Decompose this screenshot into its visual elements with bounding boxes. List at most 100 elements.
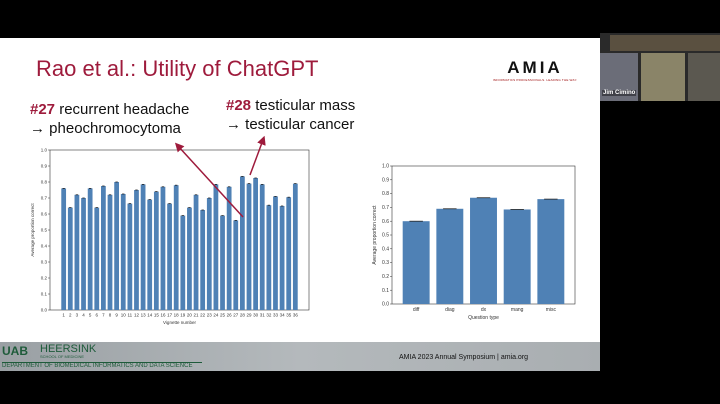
x-tick-label: 3 (76, 313, 79, 318)
question-type-bar-chart: 0.0 0.1 0.2 0.3 0.4 0.5 0.6 0.7 0.8 0.9 1.0 diff dia… (372, 164, 576, 321)
bar (187, 207, 192, 310)
bar (134, 190, 139, 310)
x-tick-label: 26 (227, 313, 233, 318)
y-tick-label: 0.6 (41, 212, 48, 217)
y-axis-label: Average proportion correct (30, 203, 35, 257)
x-tick-label: 28 (240, 313, 246, 318)
y-tick-label: 0.1 (41, 292, 48, 297)
conference-label: AMIA 2023 Annual Symposium | amia.org (399, 354, 529, 361)
x-tick-label: 14 (147, 313, 153, 318)
bar (67, 207, 73, 310)
x-tick-label: 33 (273, 313, 279, 318)
bar (537, 199, 565, 304)
x-tick-label: 13 (141, 313, 147, 318)
bar (74, 194, 80, 310)
annotation-number: #28 (226, 97, 252, 114)
y-tick-label: 0.1 (382, 288, 389, 294)
y-tick-label: 0.8 (41, 180, 48, 185)
x-tick-label: 11 (128, 313, 133, 318)
video-tile-speaker[interactable] (600, 53, 638, 101)
bar (61, 188, 67, 310)
y-tick-label: 0.7 (382, 205, 389, 211)
bar (173, 185, 179, 310)
amia-logo-tagline: INFORMATICS PROFESSIONALS. LEADING THE W… (492, 78, 578, 82)
x-tick-label: 30 (253, 313, 259, 318)
bar (120, 194, 126, 310)
bar (87, 188, 93, 310)
school-subtitle: SCHOOL OF MEDICINE (40, 354, 85, 359)
bar (402, 221, 430, 304)
bar (279, 206, 285, 310)
bar (100, 186, 106, 310)
video-tile-audience-2[interactable] (688, 53, 720, 101)
x-tick-label: 6 (96, 313, 99, 318)
bar (167, 203, 172, 310)
bar (114, 182, 120, 310)
video-tile-room[interactable] (610, 35, 720, 51)
y-tick-label: 0.0 (382, 302, 389, 308)
bar (233, 220, 239, 310)
bar (286, 197, 292, 310)
x-tick-label: 16 (160, 313, 166, 318)
vignette-bar-chart: 0.00.10.20.30.40.50.60.70.80.91.01 2 3 4 5 6 7… (30, 148, 310, 325)
bar (160, 186, 166, 310)
bar (94, 207, 100, 310)
arrow-to-bar-27 (174, 142, 244, 218)
y-tick-label: 0.8 (382, 191, 389, 197)
x-axis-label: Question type (468, 315, 499, 321)
x-tick-label: 4 (82, 313, 85, 318)
uab-logo: UAB (2, 344, 28, 358)
y-tick-label: 0.3 (41, 260, 48, 265)
annotation-text: testicular mass (255, 97, 356, 114)
annotation-vignette-27: #27 recurrent headache → pheochromocytom… (30, 100, 189, 138)
bar (503, 209, 531, 304)
x-tick-label: dx (481, 307, 487, 313)
x-tick-label: 7 (102, 313, 105, 318)
x-tick-label: mang (511, 307, 524, 313)
bar (180, 215, 186, 310)
x-tick-label: 34 (280, 313, 286, 318)
bar (273, 196, 278, 310)
bar (206, 198, 212, 310)
bar (213, 184, 219, 310)
department-name: DEPARTMENT OF BIOMEDICAL INFORMATICS AND… (2, 362, 202, 369)
y-tick-label: 1.0 (382, 164, 389, 170)
bar (220, 215, 225, 310)
y-tick-label: 0.3 (382, 260, 389, 266)
bar (200, 210, 206, 310)
x-tick-label: 25 (220, 313, 226, 318)
annotation-text: → testicular cancer (226, 116, 355, 133)
bar (246, 183, 252, 310)
x-tick-label: 12 (134, 313, 140, 318)
y-tick-label: 0.9 (382, 177, 389, 183)
bar (292, 183, 298, 310)
y-tick-label: 0.5 (41, 228, 48, 233)
bar (239, 176, 245, 310)
x-tick-label: diag (445, 307, 455, 313)
bar (153, 191, 159, 310)
participant-name: Jim Cimino (602, 90, 637, 96)
bar (127, 203, 133, 310)
y-tick-label: 1.0 (41, 148, 48, 153)
video-participant-panel[interactable]: Jim Cimino (600, 33, 720, 101)
annotation-text: recurrent headache (59, 101, 190, 118)
x-tick-label: 1 (62, 313, 65, 318)
y-tick-label: 0.4 (382, 246, 389, 252)
y-tick-label: 0.2 (382, 274, 389, 280)
x-tick-label: 27 (233, 313, 239, 318)
x-axis-label: Vignette number (163, 320, 196, 325)
y-tick-label: 0.6 (382, 219, 389, 225)
x-tick-label: 24 (213, 313, 219, 318)
y-axis-label: Average proportion correct (372, 205, 378, 265)
x-tick-label: diff (413, 307, 420, 313)
x-tick-label: 21 (194, 313, 200, 318)
video-tile-audience[interactable] (641, 53, 685, 101)
x-tick-label: 22 (200, 313, 206, 318)
x-tick-label: 32 (266, 313, 272, 318)
y-tick-label: 0.2 (41, 276, 48, 281)
x-tick-label: 8 (109, 313, 112, 318)
x-tick-label: 2 (69, 313, 72, 318)
x-tick-label: 10 (121, 313, 127, 318)
annotation-text: → pheochromocytoma (30, 120, 181, 137)
